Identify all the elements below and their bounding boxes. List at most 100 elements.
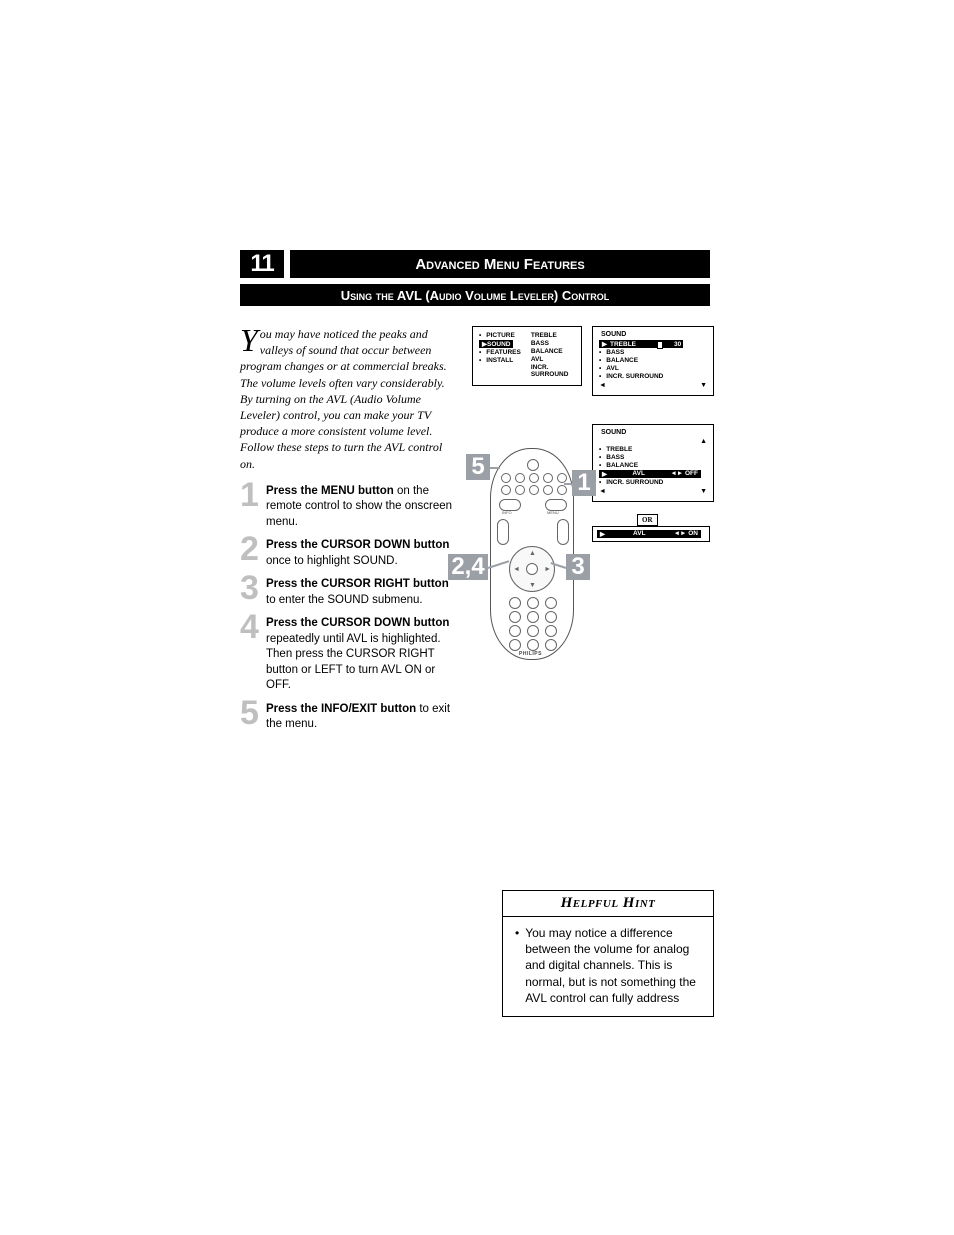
osd-nav-arrows: ◄▼ — [599, 382, 707, 389]
numpad-8 — [527, 625, 539, 637]
step-bold: Press the MENU button — [266, 485, 394, 497]
osd-item: INCR. SURROUND — [531, 364, 575, 378]
step-5: 5 Press the INFO/EXIT button to exit the… — [240, 700, 460, 733]
osd-title: SOUND — [601, 331, 707, 338]
callout-5: 5 — [466, 454, 490, 480]
left-column: You may have noticed the peaks and valle… — [240, 326, 460, 739]
osd-nav-arrows: ◄▼ — [599, 488, 707, 495]
step-1: 1 Press the MENU button on the remote co… — [240, 482, 460, 531]
osd-item: INCR. SURROUND — [599, 373, 707, 380]
osd-sound-avl: SOUND ▲ TREBLE BASS BALANCE ▶AVL◄► OFF I… — [592, 424, 714, 502]
hint-text: You may notice a difference between the … — [525, 925, 701, 1006]
step-number: 4 — [240, 614, 262, 641]
numpad-3 — [545, 597, 557, 609]
remote-btn — [557, 485, 567, 495]
osd-item: TREBLE — [599, 446, 707, 453]
step-rest: once to highlight SOUND. — [266, 555, 398, 567]
remote-btn — [529, 473, 539, 483]
step-3: 3 Press the CURSOR RIGHT button to enter… — [240, 575, 460, 608]
osd-item: INSTALL — [479, 357, 521, 364]
dropcap: Y — [240, 326, 260, 354]
remote-btn — [515, 485, 525, 495]
osd-item: BASS — [599, 349, 707, 356]
numpad-ap — [509, 639, 521, 651]
remote-btn — [543, 485, 553, 495]
numpad-7 — [509, 625, 521, 637]
numpad-5 — [527, 611, 539, 623]
numpad-9 — [545, 625, 557, 637]
ok-button-icon — [526, 563, 538, 575]
step-bold: Press the CURSOR DOWN button — [266, 617, 449, 629]
step-number: 2 — [240, 536, 262, 563]
callout-1: 1 — [572, 470, 596, 496]
numpad-6 — [545, 611, 557, 623]
helpful-hint-box: Helpful Hint • You may notice a differen… — [502, 890, 714, 1017]
remote-diagram: INFO MENU ▲ ▼ ◄ ► — [490, 448, 574, 660]
callout-lead — [564, 483, 572, 485]
or-divider: OR — [637, 509, 658, 527]
bullet-icon: • — [515, 925, 519, 1006]
step-2: 2 Press the CURSOR DOWN button once to h… — [240, 536, 460, 569]
numpad-1 — [509, 597, 521, 609]
hint-body: • You may notice a difference between th… — [503, 917, 713, 1006]
numpad-4 — [509, 611, 521, 623]
channel-rocker-icon — [557, 519, 569, 545]
callout-2-4: 2,4 — [448, 554, 488, 580]
step-bold: Press the CURSOR DOWN button — [266, 539, 449, 551]
power-button-icon — [527, 459, 539, 471]
step-number: 3 — [240, 575, 262, 602]
step-text: Press the INFO/EXIT button to exit the m… — [266, 700, 460, 733]
step-text: Press the CURSOR DOWN button repeatedly … — [266, 614, 460, 694]
section-subtitle: Using the AVL (Audio Volume Leveler) Con… — [240, 284, 710, 306]
step-text: Press the CURSOR DOWN button once to hig… — [266, 536, 460, 569]
osd-item: INCR. SURROUND — [599, 479, 707, 486]
step-bold: Press the INFO/EXIT button — [266, 703, 416, 715]
intro-paragraph: You may have noticed the peaks and valle… — [240, 326, 460, 472]
section-title: Advanced Menu Features — [290, 250, 710, 278]
page-number: 11 — [240, 250, 284, 278]
step-4: 4 Press the CURSOR DOWN button repeatedl… — [240, 614, 460, 694]
hint-title: Helpful Hint — [502, 890, 714, 917]
osd-item: BALANCE — [531, 348, 575, 355]
osd-main-menu: PICTURE ▶SOUND FEATURES INSTALL TREBLE B… — [472, 326, 582, 386]
remote-btn — [557, 473, 567, 483]
numpad-dash — [545, 639, 557, 651]
header: 11 Advanced Menu Features — [240, 250, 710, 278]
remote-btn — [529, 485, 539, 495]
body: You may have noticed the peaks and valle… — [240, 326, 710, 739]
osd-title: SOUND — [601, 429, 707, 436]
numpad-0 — [527, 639, 539, 651]
osd-item: BASS — [599, 454, 707, 461]
step-rest: to enter the SOUND submenu. — [266, 594, 423, 606]
steps-list: 1 Press the MENU button on the remote co… — [240, 482, 460, 733]
osd-item: BASS — [531, 340, 575, 347]
philips-logo: PHILIPS — [519, 651, 542, 657]
remote-btn — [501, 485, 511, 495]
step-rest: repeatedly until AVL is highlighted. The… — [266, 633, 441, 692]
step-bold: Press the CURSOR RIGHT button — [266, 578, 449, 590]
osd-item: BALANCE — [599, 357, 707, 364]
step-number: 5 — [240, 700, 262, 727]
remote-btn — [501, 473, 511, 483]
osd-item: FEATURES — [479, 349, 521, 356]
cursor-dpad-icon: ▲ ▼ ◄ ► — [509, 546, 555, 592]
osd-item-selected: ▶AVL◄► ON — [597, 530, 705, 538]
osd-item: TREBLE — [531, 332, 575, 339]
osd-item-selected: ▶TREBLE 30 — [599, 340, 707, 348]
intro-text: ou may have noticed the peaks and valley… — [240, 327, 447, 471]
step-text: Press the MENU button on the remote cont… — [266, 482, 460, 531]
volume-rocker-icon — [497, 519, 509, 545]
osd-item-selected: ▶SOUND — [479, 340, 521, 348]
numpad-2 — [527, 597, 539, 609]
callout-lead — [490, 467, 500, 469]
osd-sound-treble: SOUND ▶TREBLE 30 BASS BALANCE AVL INCR. … — [592, 326, 714, 396]
osd-avl-on: ▶AVL◄► ON — [592, 526, 710, 542]
manual-page: 11 Advanced Menu Features Using the AVL … — [240, 250, 710, 739]
remote-btn — [515, 473, 525, 483]
osd-item: AVL — [531, 356, 575, 363]
step-text: Press the CURSOR RIGHT button to enter t… — [266, 575, 460, 608]
osd-up-arrow: ▲ — [599, 438, 707, 445]
osd-item: BALANCE — [599, 462, 707, 469]
osd-item: PICTURE — [479, 332, 521, 339]
right-column: PICTURE ▶SOUND FEATURES INSTALL TREBLE B… — [472, 326, 710, 739]
